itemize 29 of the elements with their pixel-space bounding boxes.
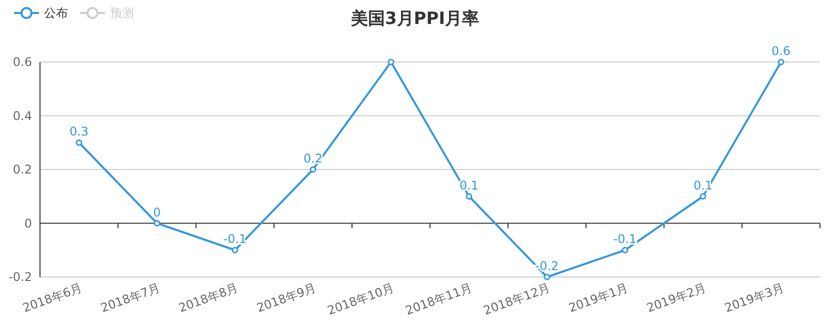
point (232, 246, 238, 254)
point (466, 193, 472, 200)
y-tick-label: 0 (24, 216, 32, 230)
data-label: 0.6 (771, 44, 791, 58)
x-tick-label: 2018年8月 (176, 280, 240, 316)
point (700, 193, 706, 200)
y-tick-label: 0.6 (12, 55, 32, 69)
point (310, 166, 316, 173)
x-tick-label: 2018年10月 (326, 280, 396, 318)
y-tick-label: 0.2 (12, 162, 32, 176)
point (76, 139, 82, 146)
x-tick-label: 2018年12月 (482, 280, 552, 318)
x-tick-label: 2018年7月 (98, 280, 162, 316)
data-label: 0.3 (69, 124, 89, 139)
legend-label: 公布 (44, 6, 68, 20)
point (544, 274, 550, 280)
point (388, 58, 394, 66)
x-tick-label: 2019年3月 (722, 280, 786, 316)
point (154, 220, 160, 226)
x-tick-label: 2019年1月 (566, 280, 630, 316)
data-label: -0.1 (613, 232, 637, 246)
chart-title: 美国3月PPI月率 (350, 9, 480, 29)
data-label: 0 (153, 205, 161, 220)
point (778, 58, 784, 66)
x-tick-label: 2018年11月 (404, 280, 474, 318)
point (622, 246, 628, 254)
x-tick-label: 2019年2月 (644, 280, 708, 316)
y-tick-label: 0.4 (12, 108, 32, 123)
x-tick-label: 2018年9月 (254, 280, 318, 316)
